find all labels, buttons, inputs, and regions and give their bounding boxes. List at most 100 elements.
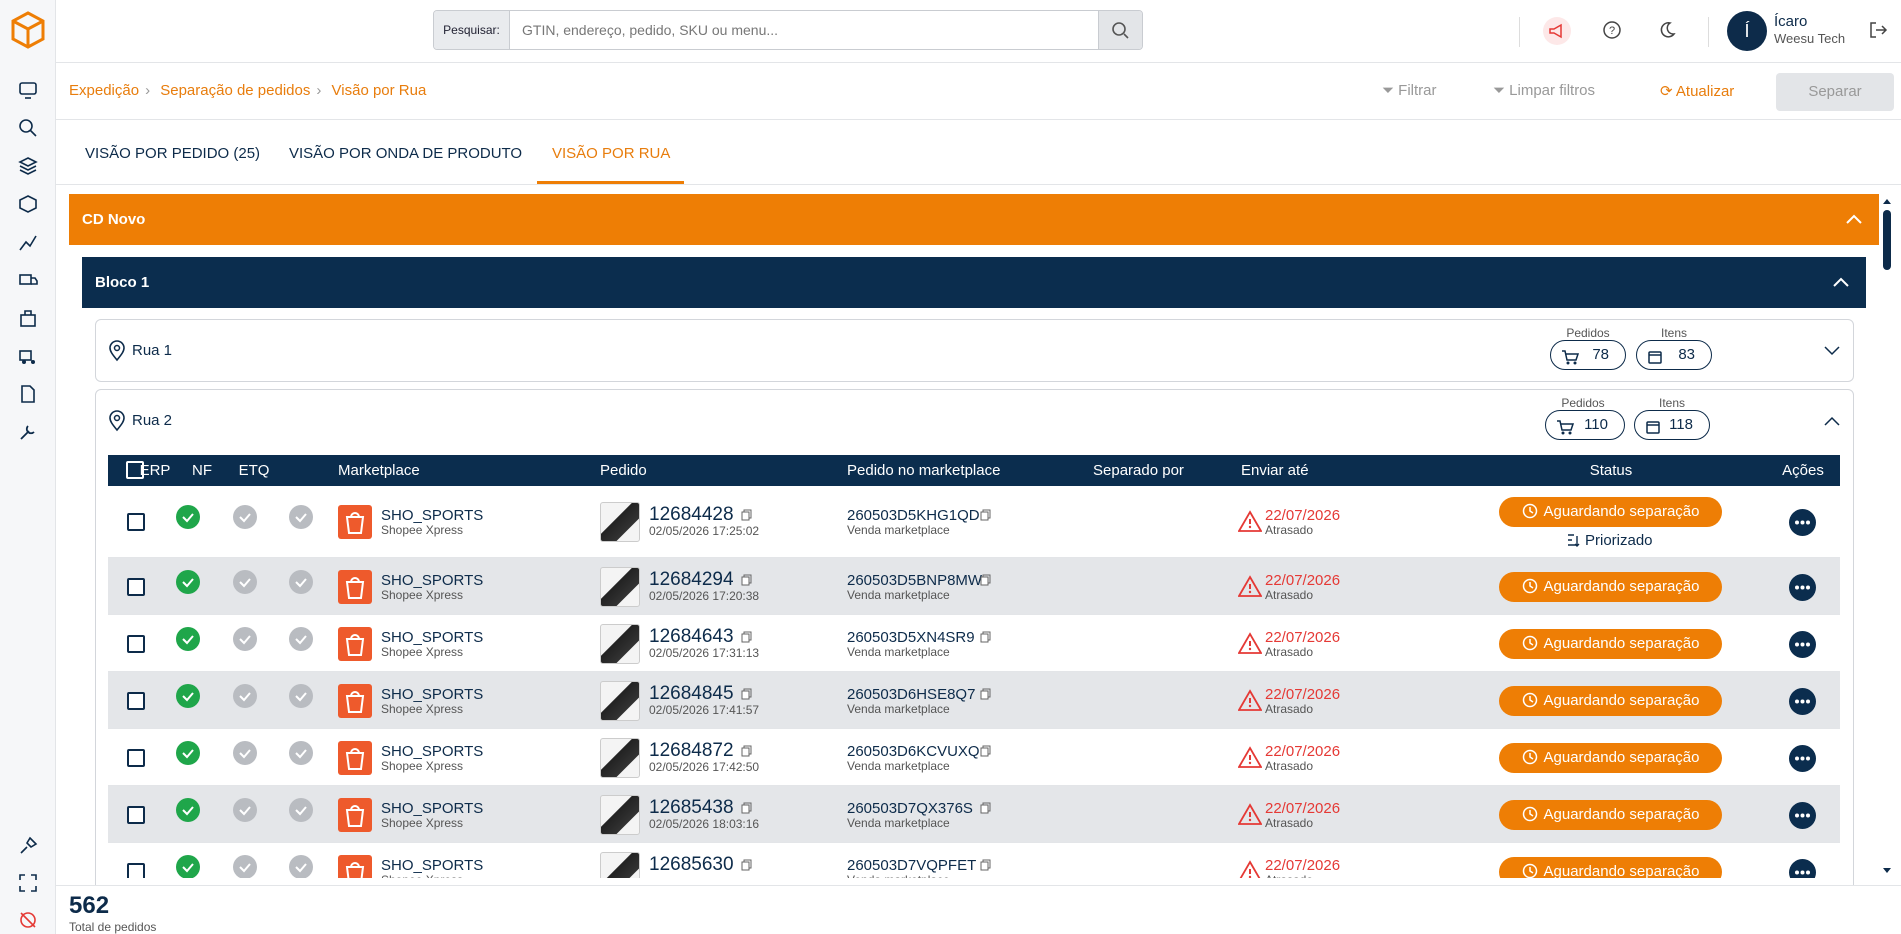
column-header: Separado por <box>1093 462 1184 479</box>
copy-icon[interactable] <box>980 801 992 819</box>
nav-icon[interactable] <box>18 308 38 328</box>
row-checkbox[interactable] <box>127 748 145 767</box>
marketplace-order: 260503D7VQPFET <box>847 856 977 874</box>
section-header[interactable]: CD Novo <box>69 194 1879 245</box>
actions-menu[interactable] <box>1789 687 1816 715</box>
order-origin: Venda marketplace <box>847 873 950 879</box>
copy-icon[interactable] <box>980 630 992 648</box>
actions-menu[interactable] <box>1789 801 1816 829</box>
logout-button[interactable] <box>1868 20 1888 40</box>
pin-icon[interactable] <box>18 836 38 856</box>
tab[interactable]: VISÃO POR PEDIDO (25) <box>85 145 261 162</box>
copy-icon[interactable] <box>980 744 992 762</box>
copy-icon[interactable] <box>741 801 753 819</box>
toolbar <box>56 63 1901 120</box>
row-checkbox[interactable] <box>127 691 145 710</box>
scrollbar[interactable] <box>1881 196 1893 876</box>
actions-menu[interactable] <box>1789 509 1816 536</box>
nav-icon[interactable] <box>18 270 38 290</box>
ship-by: 22/07/2026 <box>1265 628 1341 646</box>
theme-button[interactable] <box>1657 20 1677 40</box>
ship-by: 22/07/2026 <box>1265 685 1341 703</box>
help-button[interactable]: ? <box>1602 20 1622 40</box>
refresh-button[interactable]: ⟳ Atualizar <box>1660 83 1735 100</box>
block-header[interactable]: Bloco 1 <box>82 257 1866 308</box>
filter-button[interactable]: ⏷ Filtrar <box>1382 82 1437 99</box>
nav-icon[interactable] <box>18 118 38 138</box>
status-pill[interactable]: Aguardando separação <box>1499 742 1722 773</box>
breadcrumb-item[interactable]: Visão por Rua <box>331 82 427 99</box>
order-number: 12684643 <box>649 625 734 647</box>
status-dot <box>176 626 200 656</box>
status-dot <box>289 854 313 878</box>
status-pill[interactable]: Aguardando separação <box>1499 685 1722 716</box>
status-pill[interactable]: Aguardando separação <box>1499 497 1722 527</box>
pin-icon <box>108 340 126 367</box>
breadcrumb-item[interactable]: Expedição <box>69 82 140 99</box>
status-dot <box>176 797 200 827</box>
orders-label: Pedidos <box>1561 396 1605 410</box>
status-pill[interactable]: Aguardando separação <box>1499 856 1722 878</box>
actions-menu[interactable] <box>1789 573 1816 601</box>
row-checkbox[interactable] <box>127 513 145 531</box>
breadcrumb-item[interactable]: Separação de pedidos <box>160 82 311 99</box>
copy-icon[interactable] <box>741 858 753 876</box>
row-checkbox[interactable] <box>127 634 145 653</box>
user-company: Weesu Tech <box>1774 31 1846 46</box>
copy-icon[interactable] <box>980 573 992 591</box>
nav-icon[interactable] <box>18 194 38 214</box>
tab[interactable]: VISÃO POR ONDA DE PRODUTO <box>289 145 523 162</box>
status-dot <box>289 683 313 713</box>
street-card[interactable]: Rua 1 Pedidos 78 Itens 83 <box>95 319 1854 382</box>
sidebar <box>0 0 56 934</box>
pin-icon <box>108 410 126 437</box>
status-pill[interactable]: Aguardando separação <box>1499 799 1722 830</box>
offline-icon[interactable] <box>18 910 38 930</box>
row-checkbox[interactable] <box>127 805 145 824</box>
toggle-icon[interactable] <box>1823 414 1841 432</box>
separate-button[interactable]: Separar <box>1776 73 1894 111</box>
actions-menu[interactable] <box>1789 858 1816 878</box>
search-box[interactable]: Pesquisar: GTIN, endereço, pedido, SKU o… <box>433 10 1143 50</box>
total-label: Total de pedidos <box>69 920 157 934</box>
priority-tag: Priorizado <box>1585 532 1653 549</box>
clear-filters-button[interactable]: ⏷ Limpar filtros <box>1493 82 1596 99</box>
copy-icon[interactable] <box>741 508 753 526</box>
toggle-icon[interactable] <box>1823 344 1841 362</box>
marketplace: SHO_SPORTS <box>381 685 484 703</box>
section-title: CD Novo <box>82 211 146 228</box>
copy-icon[interactable] <box>980 858 992 876</box>
items-label: Itens <box>1660 326 1687 340</box>
copy-icon[interactable] <box>980 508 992 526</box>
select-all[interactable] <box>126 461 144 479</box>
warning-icon <box>1237 510 1263 537</box>
row-checkbox[interactable] <box>127 577 145 596</box>
status-pill[interactable]: Aguardando separação <box>1499 571 1722 602</box>
nav-icon[interactable] <box>18 346 38 366</box>
actions-menu[interactable] <box>1789 744 1816 772</box>
copy-icon[interactable] <box>741 573 753 591</box>
nav-icon[interactable] <box>18 232 38 252</box>
tab-active[interactable]: VISÃO POR RUA <box>552 145 671 162</box>
divider <box>1708 17 1709 47</box>
announce-button[interactable] <box>1542 16 1572 46</box>
order-origin: Venda marketplace <box>847 644 950 659</box>
nav-icon[interactable] <box>18 80 38 100</box>
items-label: Itens <box>1658 396 1685 410</box>
nav-icon[interactable] <box>18 156 38 176</box>
search-button[interactable] <box>1098 11 1142 49</box>
copy-icon[interactable] <box>741 687 753 705</box>
avatar[interactable]: Í <box>1727 11 1767 51</box>
status-pill[interactable]: Aguardando separação <box>1499 628 1722 659</box>
copy-icon[interactable] <box>980 687 992 705</box>
row-checkbox[interactable] <box>127 862 145 878</box>
fullscreen-icon[interactable] <box>18 873 38 893</box>
status-text: Aguardando separação <box>1543 634 1700 652</box>
nav-icon[interactable] <box>18 384 38 404</box>
status-dot <box>233 740 257 770</box>
label: Filtrar <box>1398 82 1437 99</box>
copy-icon[interactable] <box>741 630 753 648</box>
actions-menu[interactable] <box>1789 630 1816 658</box>
copy-icon[interactable] <box>741 744 753 762</box>
nav-icon[interactable] <box>18 422 38 442</box>
